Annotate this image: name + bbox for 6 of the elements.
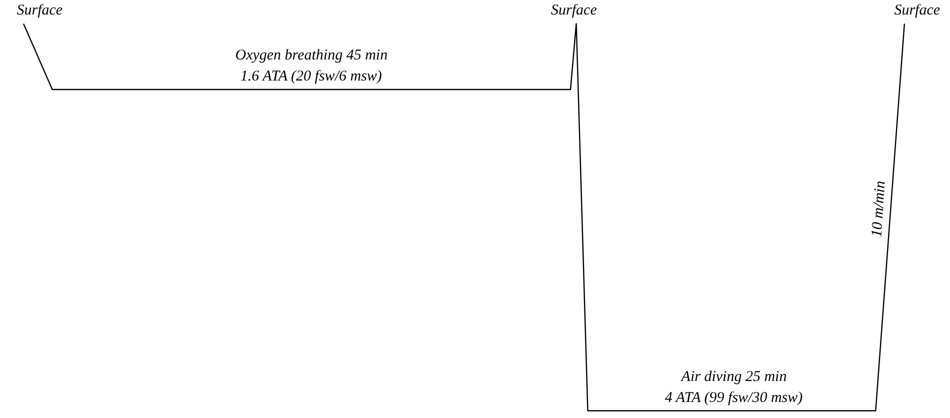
text: Surface bbox=[894, 2, 940, 19]
annotation: Oxygen breathing 45 min 1.6 ATA (20 fsw/6 msw) bbox=[235, 48, 388, 85]
annotation: Air diving 25 min 4 ATA (99 fsw/30 msw) bbox=[664, 368, 803, 406]
text: Surface bbox=[16, 2, 63, 19]
annotation: Surface bbox=[551, 2, 598, 19]
annotation: 10 m/min bbox=[869, 180, 889, 238]
